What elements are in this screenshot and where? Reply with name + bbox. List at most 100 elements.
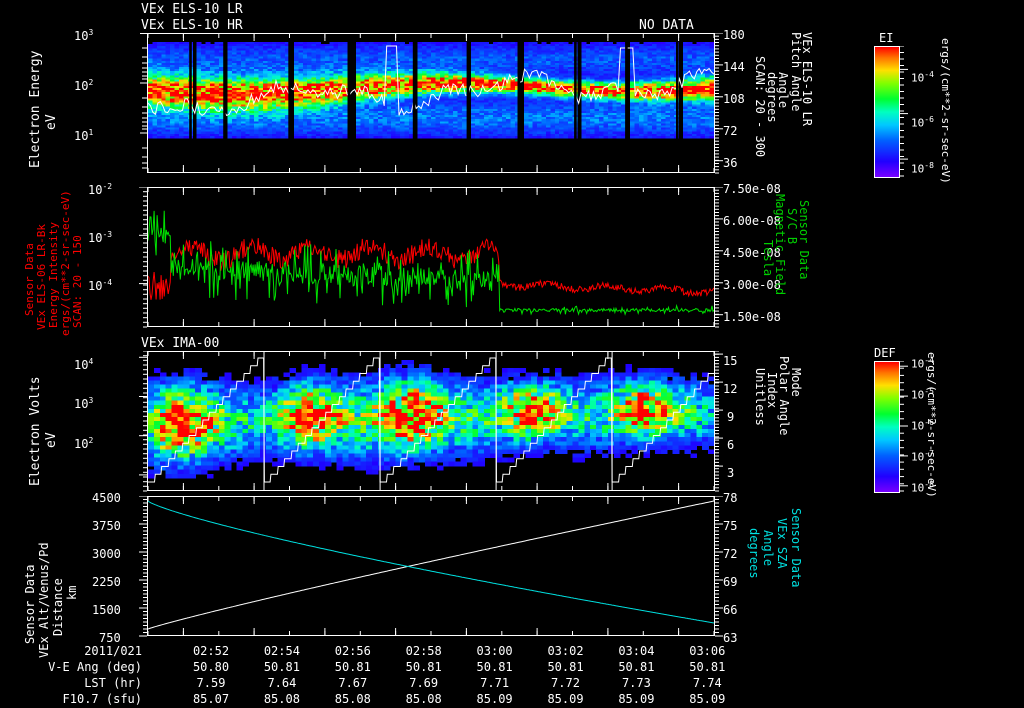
panel4-left-label-km: km bbox=[65, 585, 79, 600]
panel1-left-tick-0: 103 bbox=[74, 28, 94, 43]
panel2-left-tick-0: 10-2 bbox=[88, 182, 113, 197]
colorbar2-tick-0: 10-4 bbox=[911, 356, 934, 371]
colorbar1-gradient bbox=[874, 46, 900, 178]
footer-cell-ve-ang-3: 50.81 bbox=[405, 660, 442, 674]
footer-cell-lst-6: 7.73 bbox=[621, 676, 651, 690]
colorbar1-title: EI bbox=[879, 31, 894, 45]
panel1-left-ticks bbox=[140, 33, 147, 169]
panel2-plot-area bbox=[147, 187, 715, 327]
footer-cell-ve-ang-1: 50.81 bbox=[263, 660, 300, 674]
footer-cell-time-0: 02:52 bbox=[192, 644, 230, 658]
panel3-right-tick-0: 15 bbox=[723, 354, 738, 368]
panel2-left-tick-1: 10-3 bbox=[88, 230, 113, 245]
panel4-right-label-sza: VEx SZA bbox=[775, 518, 789, 569]
footer-cell-lst-2: 7.67 bbox=[338, 676, 368, 690]
panel1-right-tick-4: 36 bbox=[723, 156, 738, 170]
footer-cell-f107-4: 85.09 bbox=[476, 692, 513, 706]
panel3-right-tick-4: 3 bbox=[727, 466, 735, 480]
panel4-right-label-degrees: degrees bbox=[747, 528, 761, 579]
panel1-right-tick-2: 108 bbox=[723, 92, 745, 106]
panel2-right-tick-2: 4.50e-08 bbox=[723, 246, 781, 260]
footer-row-label-lst: LST (hr) bbox=[84, 676, 142, 690]
footer-cell-f107-5: 85.09 bbox=[547, 692, 584, 706]
panel1-right-label-degrees: degrees bbox=[765, 72, 779, 123]
panel2-right-ticks bbox=[715, 187, 723, 328]
footer-cell-f107-3: 85.08 bbox=[405, 692, 442, 706]
panel3-left-axis-label: Electron Volts bbox=[28, 376, 43, 486]
panel3-right-ticks bbox=[715, 351, 723, 492]
panel4-left-tick-5: 750 bbox=[99, 631, 121, 645]
panel2-right-tick-4: 1.50e-08 bbox=[723, 310, 781, 324]
panel2-right-label-sensor-data: Sensor Data bbox=[797, 200, 811, 280]
panel4-right-label-angle: Angle bbox=[761, 530, 775, 567]
panel4-left-tick-2: 3000 bbox=[92, 547, 121, 561]
footer-cell-time-2: 02:56 bbox=[334, 644, 371, 658]
panel3-left-axis-units: eV bbox=[44, 432, 59, 448]
panel3-right-tick-1: 12 bbox=[723, 382, 738, 396]
footer-cell-lst-4: 7.71 bbox=[480, 676, 510, 690]
panel2-right-tick-3: 3.00e-08 bbox=[723, 278, 781, 292]
footer-cell-ve-ang-2: 50.81 bbox=[334, 660, 371, 674]
panel4-right-tick-5: 63 bbox=[723, 631, 738, 645]
panel3-right-label-index: Index bbox=[765, 372, 779, 409]
colorbar2-tick-2: 10-6 bbox=[911, 418, 934, 433]
colorbar1-tick-0: 10-4 bbox=[911, 70, 934, 85]
panel4-left-tick-4: 1500 bbox=[92, 603, 121, 617]
colorbar1-tick-1: 10-6 bbox=[911, 115, 934, 130]
footer-cell-f107-7: 85.09 bbox=[689, 692, 726, 706]
panel4-right-tick-3: 69 bbox=[723, 575, 738, 589]
panel2-left-ticks bbox=[139, 187, 147, 328]
footer-cell-ve-ang-0: 50.80 bbox=[192, 660, 230, 674]
panel1-left-tick-2: 101 bbox=[74, 128, 94, 143]
panel4-left-label-distance: Distance bbox=[51, 578, 65, 636]
panel4-left-tick-0: 4500 bbox=[92, 491, 121, 505]
footer-cell-time-6: 03:04 bbox=[618, 644, 655, 658]
panel2-left-label-scan: SCAN: 20 - 150 bbox=[71, 235, 84, 328]
panel3-right-label-polar-angle: Polar Angle bbox=[777, 356, 791, 436]
panel3-spectrogram bbox=[148, 352, 714, 490]
footer-cell-time-1: 02:54 bbox=[263, 644, 300, 658]
panel4-right-ticks bbox=[715, 496, 723, 637]
panel1-right-tick-0: 180 bbox=[723, 28, 745, 42]
colorbar2-ticks bbox=[900, 361, 908, 492]
panel4-right-label-sensor-data: Sensor Data bbox=[789, 508, 803, 588]
panel1-title-hr: VEx ELS-10 HR bbox=[141, 18, 243, 33]
panel4-right-tick-2: 72 bbox=[723, 547, 738, 561]
footer-cell-f107-6: 85.09 bbox=[618, 692, 655, 706]
colorbar2-gradient bbox=[874, 361, 900, 493]
panel3-right-tick-2: 9 bbox=[727, 410, 735, 424]
panel4-plot-area bbox=[147, 496, 715, 636]
panel4-right-tick-4: 66 bbox=[723, 603, 738, 617]
footer-cell-ve-ang-6: 50.81 bbox=[618, 660, 655, 674]
footer-row-label-date: 2011/021 bbox=[84, 644, 142, 658]
footer-cell-lst-1: 7.64 bbox=[267, 676, 297, 690]
footer-cell-lst-5: 7.72 bbox=[551, 676, 580, 690]
colorbar2-tick-4: 10-8 bbox=[911, 480, 934, 495]
footer-cell-lst-7: 7.74 bbox=[692, 676, 722, 690]
footer-cell-time-4: 03:00 bbox=[476, 644, 513, 658]
panel4-left-tick-1: 3750 bbox=[92, 519, 121, 533]
footer-cell-lst-3: 7.69 bbox=[409, 676, 439, 690]
panel3-left-tick-2: 102 bbox=[74, 436, 94, 451]
footer-row-label-ve-ang: V-E Ang (deg) bbox=[48, 660, 142, 674]
panel1-right-label-angle: Angle bbox=[776, 72, 790, 109]
panel2-right-label-tesla: Tesla bbox=[761, 240, 775, 277]
panel4-line-curves bbox=[148, 497, 714, 635]
panel2-right-tick-1: 6.00e-08 bbox=[723, 214, 781, 228]
panel4-right-tick-1: 75 bbox=[723, 519, 738, 533]
footer-cell-ve-ang-4: 50.81 bbox=[476, 660, 513, 674]
footer-cell-ve-ang-5: 50.81 bbox=[547, 660, 584, 674]
panel3-plot-area bbox=[147, 351, 715, 491]
panel1-right-label-pitch-angle: Pitch Angle bbox=[789, 32, 803, 112]
colorbar2-tick-3: 10-7 bbox=[911, 449, 934, 464]
panel1-no-data-label: NO DATA bbox=[639, 18, 694, 33]
footer-cell-time-5: 03:02 bbox=[547, 644, 584, 658]
footer-cell-time-3: 02:58 bbox=[405, 644, 442, 658]
footer-cell-time-7: 03:06 bbox=[689, 644, 726, 658]
colorbar2-title: DEF bbox=[874, 346, 896, 360]
panel4-right-tick-0: 78 bbox=[723, 491, 738, 505]
panel1-spectrogram bbox=[148, 34, 714, 172]
panel3-right-label-unitless: Unitless bbox=[753, 368, 767, 426]
panel4-left-tick-3: 2250 bbox=[92, 575, 121, 589]
